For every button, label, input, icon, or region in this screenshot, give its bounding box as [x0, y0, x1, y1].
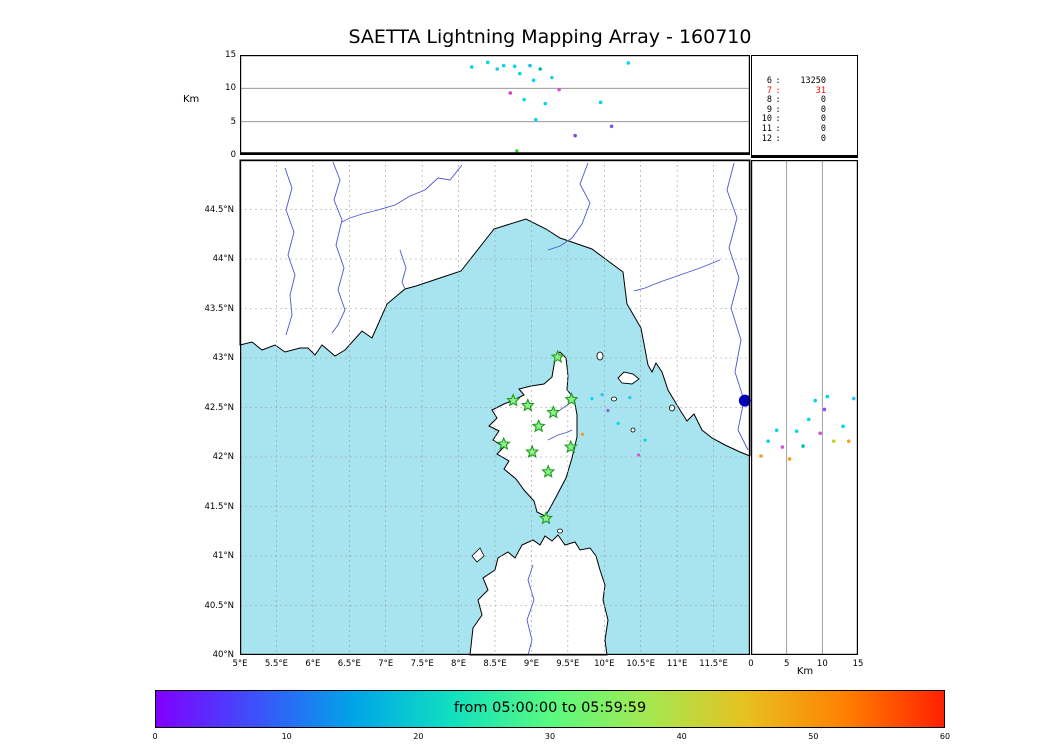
alt-lon-ytick-label: 10	[225, 83, 236, 94]
lon-tick-label: 6°E	[305, 659, 321, 669]
station-count-colon: :	[775, 123, 781, 134]
station-count-colon: :	[775, 85, 781, 96]
lon-tick-label: 10.5°E	[626, 659, 655, 669]
colorbar-tick-label: 10	[281, 732, 292, 741]
lat-tick-label: 43.5°N	[204, 303, 234, 314]
station-count-panel: 6: 13250 7: 31 8: 0 9: 0 10: 0 11: 0 12: 0	[751, 55, 858, 158]
station-count-key: 9	[766, 104, 772, 115]
station-count-key: 6	[766, 76, 772, 86]
lat-tick-label: 41.5°N	[204, 501, 234, 512]
station-count-value: 0	[820, 104, 826, 115]
station-star-marker	[525, 444, 540, 459]
colorbar-tick-label: 50	[808, 732, 819, 741]
station-count-value: 0	[820, 114, 826, 125]
station-count-row: 12: 0	[752, 133, 857, 145]
station-count-value: 0	[820, 123, 826, 134]
station-count-value: 31	[815, 85, 826, 96]
station-star-marker	[564, 392, 579, 406]
station-count-key: 12	[761, 133, 772, 144]
lat-tick-label: 40.5°N	[204, 600, 234, 611]
station-star-marker	[531, 418, 546, 433]
station-count-key: 10	[761, 114, 772, 125]
km-axis-label-left: Km	[183, 94, 200, 105]
station-count-value: 0	[820, 133, 826, 144]
lon-tick-label: 9.5°E	[556, 659, 580, 669]
station-count-row: 6: 13250	[752, 76, 857, 87]
colorbar-tick-label: 20	[413, 732, 424, 741]
station-star-marker	[506, 393, 521, 407]
lat-tick-label: 42.5°N	[204, 402, 234, 413]
lon-tick-label: 7.5°E	[410, 659, 434, 669]
station-count-colon: :	[775, 104, 781, 115]
station-count-value: 0	[820, 95, 826, 106]
figure-title: SAETTA Lightning Mapping Array - 160710	[348, 26, 752, 48]
alt-lat-xtick-label: 5	[783, 659, 790, 669]
alt-lon-ytick-label: 0	[230, 149, 236, 160]
station-star-marker	[496, 436, 511, 451]
alt-lat-xtick-label: 15	[852, 659, 864, 669]
station-count-colon: :	[775, 76, 781, 86]
lon-tick-label: 11.5°E	[699, 659, 728, 669]
station-star-marker	[541, 464, 556, 478]
lat-tick-label: 44°N	[212, 254, 234, 264]
station-star-marker	[520, 398, 535, 412]
station-count-row: 8: 0	[752, 96, 857, 106]
station-count-key: 7	[766, 85, 772, 96]
altitude-latitude-panel	[751, 160, 858, 655]
alt-lat-xtick-label: 0	[748, 659, 754, 669]
station-count-row: 11: 0	[752, 123, 857, 135]
lon-tick-label: 11°E	[666, 659, 688, 669]
colorbar-tick-label: 60	[939, 732, 951, 741]
lon-tick-label: 10°E	[594, 659, 615, 669]
lat-tick-label: 43°N	[212, 353, 234, 363]
colorbar-tick-label: 40	[676, 732, 687, 741]
station-star-marker	[546, 404, 561, 419]
station-count-key: 11	[761, 123, 772, 134]
station-count-colon: :	[775, 114, 781, 125]
lon-tick-label: 8.5°E	[483, 659, 507, 669]
colorbar-label: from 05:00:00 to 05:59:59	[453, 700, 647, 716]
lon-tick-label: 9°E	[523, 659, 539, 669]
station-star-marker	[538, 510, 554, 525]
station-count-row: 7: 31	[752, 85, 857, 97]
lat-tick-label: 41°N	[212, 551, 234, 561]
colorbar-tick-label: 0	[152, 732, 158, 741]
lon-tick-label: 7°E	[378, 659, 394, 669]
station-count-key: 8	[766, 95, 772, 106]
lat-tick-label: 40°N	[212, 650, 234, 660]
colorbar-tick-label: 30	[544, 732, 556, 741]
station-star-marker	[550, 349, 565, 364]
station-star-marker	[563, 439, 578, 454]
lon-tick-label: 6.5°E	[337, 659, 361, 669]
alt-lat-xtick-label: 10	[816, 659, 828, 669]
map-panel	[239, 159, 751, 656]
km-axis-label-bottom: Km	[796, 666, 814, 677]
lat-tick-label: 44.5°N	[204, 204, 234, 215]
station-count-row: 10: 0	[752, 115, 857, 125]
alt-lon-ytick-label: 15	[225, 50, 236, 60]
lon-tick-label: 5°E	[232, 659, 248, 669]
alt-lon-ytick-label: 5	[230, 116, 236, 127]
time-colorbar: from 05:00:00 to 05:59:59	[155, 690, 945, 728]
lon-tick-label: 5.5°E	[264, 659, 288, 669]
lon-tick-label: 8°E	[451, 659, 467, 669]
altitude-longitude-panel	[240, 55, 750, 155]
station-count-value: 13250	[800, 76, 826, 86]
station-count-colon: :	[775, 95, 781, 106]
station-count-colon: :	[775, 133, 781, 144]
station-count-row: 9: 0	[752, 104, 857, 116]
lat-tick-label: 42°N	[212, 452, 234, 462]
